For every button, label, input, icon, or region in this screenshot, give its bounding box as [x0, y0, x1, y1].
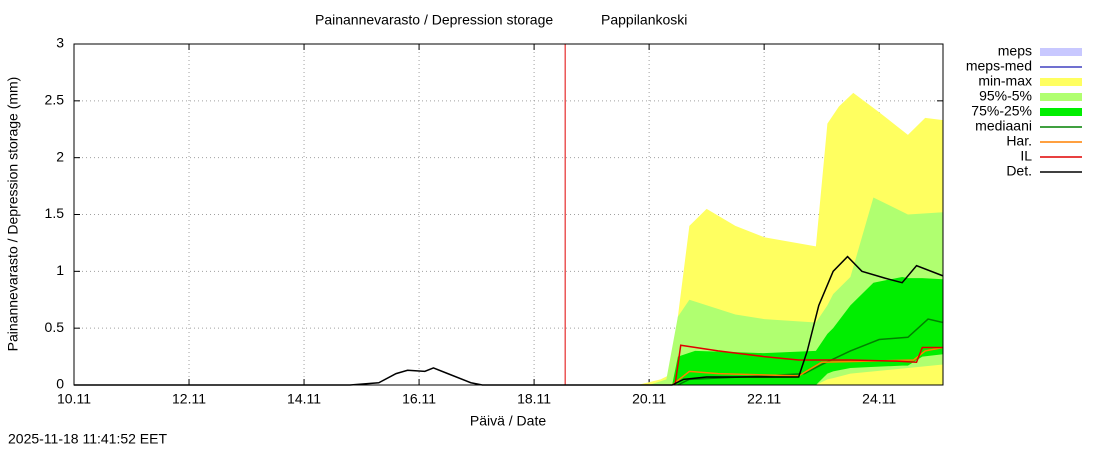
x-axis-label: Päivä / Date	[470, 413, 546, 429]
legend-label: mediaani	[975, 118, 1032, 134]
legend-swatch	[1040, 48, 1082, 56]
legend-label: 75%-25%	[971, 103, 1032, 119]
series-line	[674, 344, 943, 386]
x-tick-label: 18.11	[517, 391, 551, 407]
series-line	[74, 255, 944, 386]
legend-label: min-max	[978, 73, 1032, 89]
legend-label: 95%-5%	[979, 88, 1032, 104]
chart-title: Painannevarasto / Depression storage	[315, 12, 553, 28]
x-tick-label: 14.11	[287, 391, 321, 407]
y-tick-label: 2	[56, 148, 64, 164]
band-area	[672, 277, 943, 385]
x-tick-label: 20.11	[632, 391, 666, 407]
y-tick-label: 1	[56, 262, 64, 278]
y-tick-label: 0.5	[45, 319, 65, 335]
x-tick-label: 16.11	[402, 391, 436, 407]
series-line	[671, 346, 944, 386]
x-tick-label: 24.11	[862, 391, 896, 407]
y-tick-label: 1.5	[45, 205, 65, 221]
y-tick-label: 2.5	[45, 92, 65, 108]
legend-label: Det.	[1006, 163, 1032, 179]
x-tick-label: 12.11	[172, 391, 206, 407]
legend-swatch	[1040, 78, 1082, 86]
x-tick-label: 22.11	[747, 391, 781, 407]
x-tick-label: 10.11	[57, 391, 91, 407]
legend-label: IL	[1020, 148, 1032, 164]
legend-label: Har.	[1006, 133, 1032, 149]
y-tick-label: 3	[56, 35, 64, 51]
y-tick-label: 0	[56, 376, 64, 392]
plot-frame	[73, 43, 944, 386]
legend-swatch	[1040, 108, 1082, 116]
legend-label: meps-med	[966, 58, 1032, 74]
station-name: Pappilankoski	[601, 12, 687, 28]
y-axis-label: Painannevarasto / Depression storage (mm…	[5, 77, 21, 352]
timestamp: 2025-11-18 11:41:52 EET	[8, 431, 167, 447]
legend-label: meps	[998, 43, 1032, 59]
legend-swatch	[1040, 93, 1082, 101]
